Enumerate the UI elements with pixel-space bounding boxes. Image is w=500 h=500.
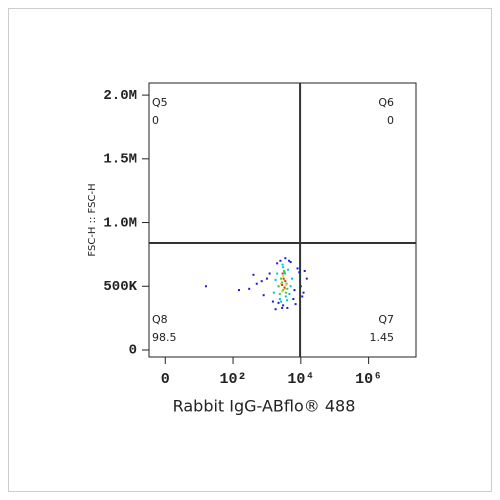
quadrant-value: 0 xyxy=(152,114,159,127)
x-tick-label: 10² xyxy=(220,371,247,388)
point xyxy=(276,272,279,275)
point xyxy=(292,298,295,301)
point xyxy=(287,268,290,271)
point xyxy=(285,282,288,285)
point xyxy=(289,285,292,288)
quadrant-value: 98.5 xyxy=(152,331,177,344)
point xyxy=(280,282,283,285)
plot-area xyxy=(148,82,417,358)
point xyxy=(272,291,275,294)
point xyxy=(285,299,288,302)
point xyxy=(255,282,258,285)
point xyxy=(284,291,287,294)
point xyxy=(248,287,251,290)
point xyxy=(281,290,284,293)
point xyxy=(280,277,283,280)
point xyxy=(282,277,285,280)
points xyxy=(204,257,308,311)
point xyxy=(238,289,241,292)
point xyxy=(296,267,299,270)
quadrant-name: Q6 xyxy=(378,96,394,109)
quadrant-value: 0 xyxy=(387,114,394,127)
point xyxy=(278,298,281,301)
point xyxy=(283,269,286,272)
point xyxy=(303,269,306,272)
point xyxy=(283,278,286,281)
point xyxy=(265,277,268,280)
y-tick-label: 0 xyxy=(129,343,137,359)
point xyxy=(282,275,285,278)
x-tick-label: 10⁴ xyxy=(287,371,314,388)
y-tick-label: 2.0M xyxy=(103,88,137,104)
point xyxy=(282,289,285,292)
point xyxy=(283,272,286,275)
point xyxy=(277,285,280,288)
point xyxy=(301,295,304,298)
point xyxy=(288,259,291,262)
point xyxy=(274,308,277,311)
point xyxy=(268,272,271,275)
quadrant-value: 1.45 xyxy=(370,331,395,344)
point xyxy=(302,291,305,294)
y-axis-title: FSC-H :: FSC-H xyxy=(87,183,98,256)
quadrant-name: Q8 xyxy=(152,313,168,326)
point xyxy=(289,261,292,264)
point xyxy=(262,294,265,297)
point xyxy=(281,263,284,266)
point xyxy=(288,292,291,295)
quadrant-name: Q5 xyxy=(152,96,168,109)
point xyxy=(281,283,284,286)
point xyxy=(294,303,297,306)
frame xyxy=(8,8,492,492)
point xyxy=(282,266,285,269)
y-tick-label: 1.5M xyxy=(103,152,137,168)
point xyxy=(305,277,308,280)
point xyxy=(284,295,287,298)
y-tick-label: 1.0M xyxy=(103,215,137,231)
point xyxy=(277,301,280,304)
point xyxy=(204,285,207,288)
point xyxy=(274,278,277,281)
point xyxy=(252,273,255,276)
point xyxy=(281,272,284,275)
point xyxy=(281,281,284,284)
x-tick-label: 0 xyxy=(161,371,170,388)
point xyxy=(285,283,288,286)
point xyxy=(278,292,281,295)
point xyxy=(276,262,279,265)
y-tick-label: 500K xyxy=(103,279,137,295)
point xyxy=(293,289,296,292)
point xyxy=(281,306,284,309)
point xyxy=(282,304,285,307)
point xyxy=(284,257,287,260)
quadrant-name: Q7 xyxy=(378,313,394,326)
point xyxy=(283,287,286,290)
point xyxy=(283,286,286,289)
point xyxy=(286,306,289,309)
point xyxy=(286,287,289,290)
x-tick-label: 10⁶ xyxy=(355,371,382,388)
point xyxy=(284,280,287,283)
point xyxy=(280,300,283,303)
point xyxy=(291,277,294,280)
point xyxy=(260,280,263,283)
point xyxy=(279,259,282,262)
point xyxy=(271,300,274,303)
x-axis-title: Rabbit IgG-ABflo® 488 xyxy=(173,397,356,416)
point xyxy=(283,271,286,274)
